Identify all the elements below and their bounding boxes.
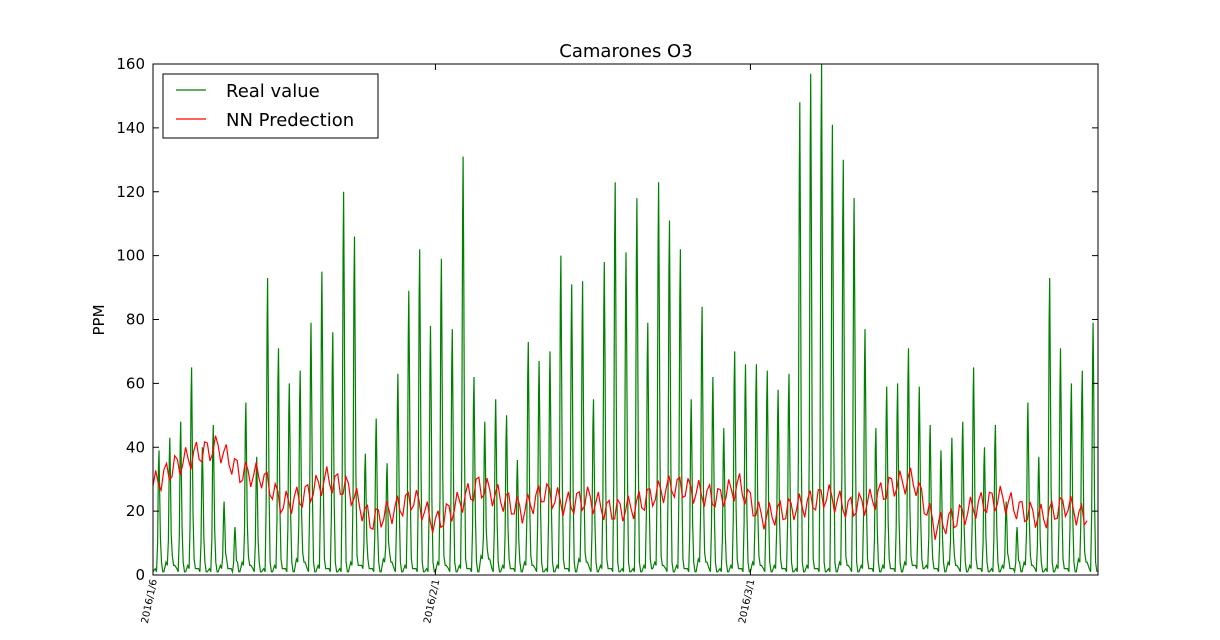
legend-label-nn-predection: NN Predection bbox=[226, 110, 354, 131]
y-tick-label: 120 bbox=[116, 183, 145, 201]
y-tick-label: 20 bbox=[126, 502, 145, 520]
y-tick-label: 40 bbox=[126, 438, 145, 456]
x-tick-label: 2016/3/1 bbox=[737, 578, 757, 624]
series-layer bbox=[152, 63, 1098, 575]
x-axis: 2016/1/6 2016/2/1 2016/3/1 bbox=[140, 64, 757, 625]
x-tick-label: 2016/1/6 bbox=[140, 578, 160, 624]
y-tick-label: 100 bbox=[116, 247, 145, 265]
chart-title: Camarones O3 bbox=[559, 41, 692, 62]
y-axis: 0 20 40 60 80 100 120 140 160 bbox=[116, 55, 1098, 584]
series-line-real-value bbox=[152, 63, 1098, 575]
legend-label-real-value: Real value bbox=[226, 81, 320, 102]
y-tick-label: 0 bbox=[135, 566, 145, 584]
y-axis-label: PPM bbox=[90, 304, 108, 335]
series-line-nn-predection bbox=[152, 435, 1088, 540]
y-tick-label: 160 bbox=[116, 55, 145, 73]
y-tick-label: 140 bbox=[116, 119, 145, 137]
legend-box bbox=[162, 73, 379, 139]
x-tick-label: 2016/2/1 bbox=[422, 578, 442, 624]
y-tick-label: 80 bbox=[126, 311, 145, 329]
y-tick-label: 60 bbox=[126, 374, 145, 392]
legend: Real value NN Predection bbox=[162, 73, 379, 139]
